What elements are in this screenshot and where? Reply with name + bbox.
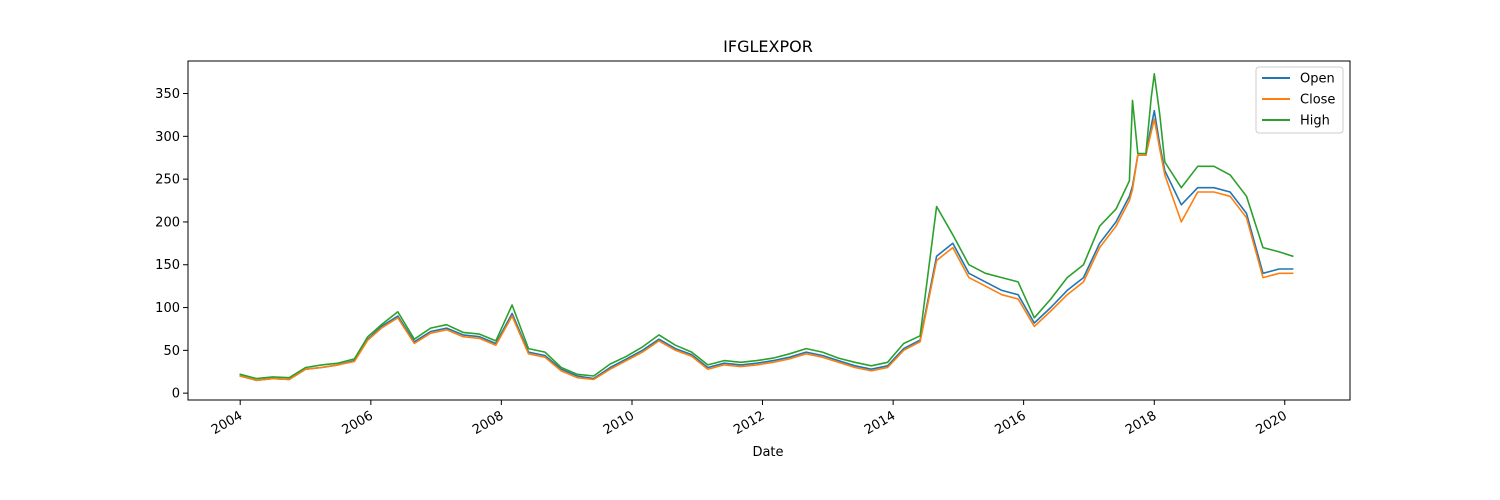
- series-line-open: [239, 109, 1294, 382]
- series-line-close: [239, 118, 1294, 382]
- x-tick-label: 2016: [992, 408, 1028, 438]
- legend-label-high: High: [1300, 114, 1330, 129]
- y-tick-label: 0: [172, 387, 180, 402]
- legend-label-open: Open: [1300, 72, 1335, 87]
- x-tick-label: 2020: [1254, 408, 1290, 438]
- y-tick-label: 300: [155, 130, 180, 145]
- legend: Open Close High: [1255, 66, 1344, 134]
- y-tick-label: 50: [163, 344, 180, 359]
- series-layer: [239, 73, 1294, 382]
- chart-title: IFGLEXPOR: [723, 37, 813, 56]
- legend-box: [1255, 66, 1344, 134]
- y-tick-label: 200: [155, 215, 180, 230]
- x-tick-label: 2010: [601, 408, 637, 438]
- x-axis: 2004 2006 2008 2010 2012 2014 2016 2018 2020: [209, 400, 1290, 438]
- series-line-high: [239, 73, 1294, 380]
- x-tick-label: 2004: [209, 408, 245, 438]
- y-tick-label: 150: [155, 258, 180, 273]
- x-axis-label: Date: [752, 445, 783, 460]
- x-tick-label: 2012: [731, 408, 767, 438]
- y-tick-label: 250: [155, 173, 180, 188]
- x-tick-label: 2018: [1123, 408, 1159, 438]
- x-tick-label: 2008: [470, 408, 506, 438]
- x-tick-label: 2006: [340, 408, 376, 438]
- y-tick-label: 350: [155, 87, 180, 102]
- x-tick-label: 2014: [862, 408, 898, 438]
- plot-frame: [187, 60, 1351, 401]
- y-axis: 0 50 100 150 200 250 300 350: [155, 87, 188, 402]
- y-tick-label: 100: [155, 301, 180, 316]
- legend-label-close: Close: [1300, 93, 1335, 108]
